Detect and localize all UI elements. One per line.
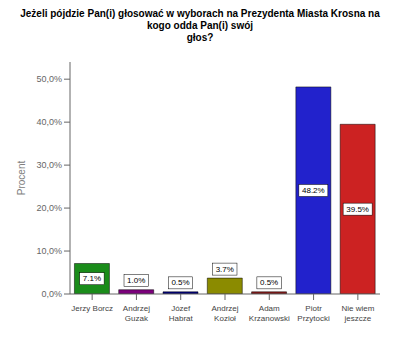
svg-text:0.5%: 0.5% bbox=[171, 278, 189, 287]
svg-text:48.2%: 48.2% bbox=[302, 186, 325, 195]
svg-text:40,0%: 40,0% bbox=[36, 117, 62, 127]
svg-text:30,0%: 30,0% bbox=[36, 160, 62, 170]
svg-text:AdamKrzanowski: AdamKrzanowski bbox=[249, 304, 290, 323]
svg-text:50,0%: 50,0% bbox=[36, 74, 62, 84]
svg-text:3.7%: 3.7% bbox=[216, 265, 234, 274]
svg-text:PiotrPrzytocki: PiotrPrzytocki bbox=[297, 304, 330, 323]
svg-text:Procent: Procent bbox=[16, 161, 27, 196]
html-text:głos?: głos? bbox=[186, 32, 214, 43]
svg-text:20,0%: 20,0% bbox=[36, 203, 62, 213]
svg-text:39.5%: 39.5% bbox=[346, 205, 369, 214]
svg-text:0,0%: 0,0% bbox=[41, 289, 62, 299]
svg-text:AndrzejKozioł: AndrzejKozioł bbox=[211, 304, 238, 323]
svg-text:Nie wiemjeszcze: Nie wiemjeszcze bbox=[341, 304, 374, 323]
svg-text:10,0%: 10,0% bbox=[36, 246, 62, 256]
svg-text:AndrzejGuzak: AndrzejGuzak bbox=[123, 304, 150, 323]
svg-text:JózefHabrat: JózefHabrat bbox=[169, 304, 194, 323]
svg-text:1.0%: 1.0% bbox=[127, 276, 145, 285]
html-text:Jeżeli pójdzie Pan(i) głosować: Jeżeli pójdzie Pan(i) głosować w wyborac… bbox=[20, 8, 380, 31]
svg-text:0.5%: 0.5% bbox=[260, 278, 278, 287]
svg-text:Jerzy Borcz: Jerzy Borcz bbox=[71, 304, 113, 313]
svg-text:7.1%: 7.1% bbox=[83, 274, 101, 283]
